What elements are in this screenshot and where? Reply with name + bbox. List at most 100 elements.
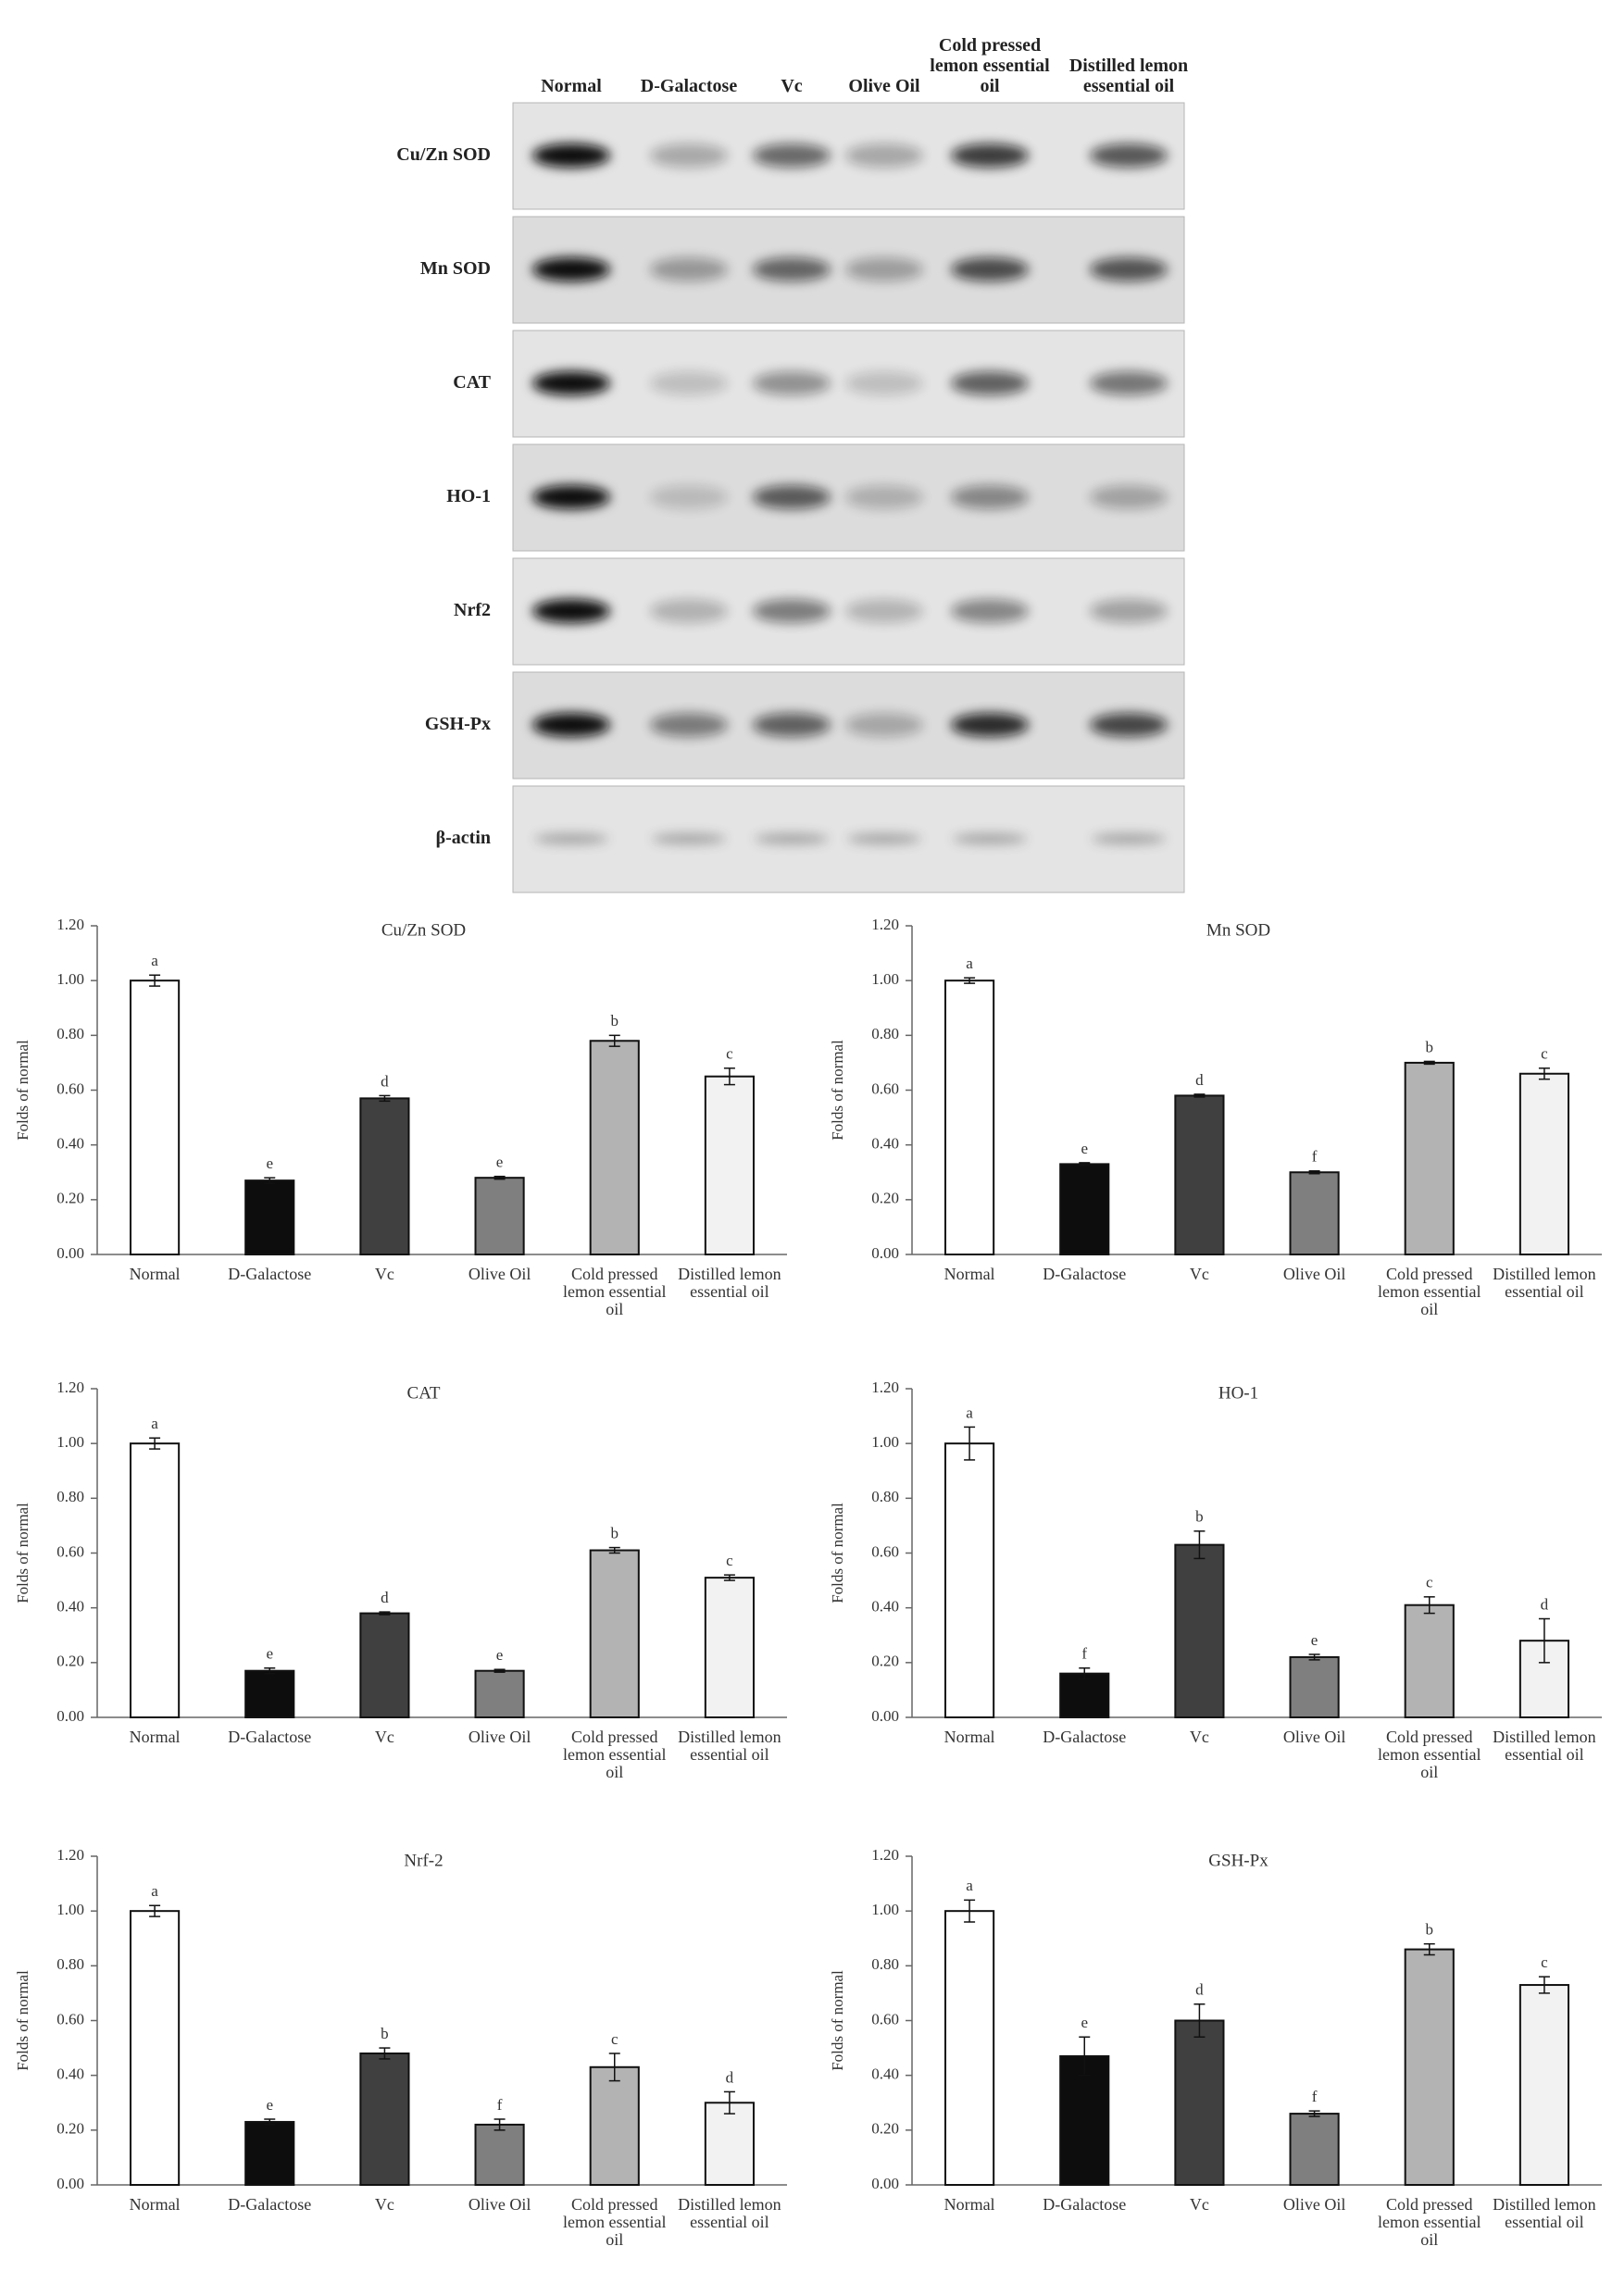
- lane-label: Distilled lemon essential oil: [1068, 56, 1189, 96]
- protein-label: Mn SOD: [419, 258, 491, 279]
- bar: [130, 1910, 181, 2187]
- bar: [1174, 2019, 1225, 2186]
- significance-letter: e: [1081, 2014, 1088, 2031]
- y-tick-label: 1.20: [56, 916, 84, 933]
- x-tick-label: Normal: [943, 1265, 995, 1283]
- bar: [1518, 1072, 1569, 1255]
- bar: [944, 1910, 995, 2187]
- bar-chart: Folds of normal Cu/Zn SOD 0.00 0.20 0.40 0.60…: [0, 907, 796, 1361]
- y-tick-label: 0.80: [56, 1955, 84, 1973]
- error-bar: [1193, 1093, 1206, 1098]
- error-bar: [1538, 1617, 1550, 1664]
- y-tick-label: 0.40: [871, 2065, 899, 2083]
- significance-letter: d: [381, 1072, 389, 1090]
- blot-band: [532, 485, 610, 509]
- chart-title: CAT: [407, 1383, 441, 1403]
- protein-label: GSH-Px: [424, 714, 491, 734]
- significance-letter: d: [1195, 1981, 1204, 1999]
- y-axis-label: Folds of normal: [14, 1040, 31, 1141]
- y-tick-label: 0.20: [56, 1190, 84, 1207]
- bar: [589, 1549, 640, 1718]
- x-tick-label: D-Galactose: [1043, 2195, 1127, 2214]
- bar: [589, 2065, 640, 2187]
- y-tick-label: 0.00: [871, 1707, 899, 1725]
- chart-svg: Folds of normal CAT 0.00 0.20 0.40 0.60 0.80 1.…: [14, 1379, 787, 1725]
- significance-letter: a: [966, 955, 973, 972]
- blot-band: [753, 713, 831, 737]
- x-tick-label: D-Galactose: [1043, 1265, 1127, 1283]
- chart-svg: Folds of normal HO-1 0.00 0.20 0.40 0.60 0.80 1…: [829, 1379, 1602, 1725]
- bar: [1404, 1603, 1455, 1718]
- blot-band: [532, 144, 610, 168]
- significance-letter: b: [1426, 1038, 1434, 1055]
- bar: [474, 1177, 525, 1255]
- chart-svg: Folds of normal Nrf-2 0.00 0.20 0.40 0.60 0.80…: [14, 1846, 787, 2192]
- y-tick-label: 1.20: [871, 1846, 899, 1864]
- significance-letter: a: [966, 1877, 973, 1894]
- protein-label: Cu/Zn SOD: [396, 144, 491, 165]
- bar: [359, 1097, 410, 1255]
- bar: [1059, 1672, 1110, 1718]
- bar: [359, 1612, 410, 1719]
- bar-chart: Folds of normal Nrf-2 0.00 0.20 0.40 0.60 0.80…: [0, 1838, 796, 2291]
- blot-band: [532, 371, 610, 395]
- blot-band: [1090, 257, 1168, 281]
- y-axis-label: Folds of normal: [829, 1970, 846, 2071]
- bar: [704, 1577, 755, 1718]
- blot-band: [650, 371, 728, 395]
- x-tick-label: Normal: [129, 1265, 181, 1283]
- y-tick-label: 1.00: [871, 1901, 899, 1918]
- significance-letter: f: [497, 2096, 503, 2114]
- significance-letter: d: [381, 1589, 389, 1606]
- error-bar: [1079, 2036, 1091, 2077]
- x-tick-label: Olive Oil: [1282, 1265, 1346, 1283]
- blot-band: [532, 257, 610, 281]
- significance-letter: e: [266, 1645, 273, 1663]
- blot-band: [845, 144, 923, 168]
- bar: [1174, 1543, 1225, 1718]
- blot-band: [755, 833, 829, 844]
- bar: [1289, 1655, 1340, 1718]
- error-bar: [149, 974, 161, 987]
- bar-chart: Folds of normal GSH-Px 0.00 0.20 0.40 0.60 0.8…: [815, 1838, 1611, 2291]
- error-bar: [964, 1426, 976, 1461]
- y-tick-label: 0.00: [56, 1707, 84, 1725]
- y-axis-label: Folds of normal: [14, 1503, 31, 1603]
- protein-label: β-actin: [435, 828, 491, 848]
- x-tick-label: Olive Oil: [468, 1728, 531, 1746]
- y-tick-label: 0.40: [56, 2065, 84, 2083]
- x-tick-label: Cold pressed lemon essential oil: [1377, 2195, 1481, 2249]
- y-tick-label: 0.40: [56, 1598, 84, 1616]
- bar: [1174, 1094, 1225, 1255]
- blot-band: [650, 713, 728, 737]
- significance-letter: b: [611, 1524, 619, 1541]
- bar: [1289, 2113, 1340, 2187]
- chart-title: Nrf-2: [404, 1851, 443, 1870]
- western-blot: Normal D-Galactose Vc Olive Oil Cold pressed…: [0, 0, 1612, 903]
- significance-letter: b: [611, 1012, 619, 1029]
- significance-letter: a: [151, 952, 158, 969]
- error-bar: [1308, 2110, 1320, 2117]
- y-tick-label: 1.00: [871, 1433, 899, 1451]
- lane-label: Cold pressed lemon essential oil: [930, 35, 1050, 96]
- significance-letter: e: [1081, 1140, 1088, 1157]
- bar: [244, 1179, 295, 1255]
- bar: [704, 2102, 755, 2186]
- y-tick-label: 0.80: [871, 1955, 899, 1973]
- y-tick-label: 0.60: [56, 2010, 84, 2028]
- y-tick-label: 0.60: [871, 1542, 899, 1560]
- error-bar: [1308, 1170, 1320, 1175]
- significance-letter: a: [151, 1415, 158, 1432]
- blot-band: [951, 599, 1029, 623]
- x-tick-label: Vc: [374, 1265, 394, 1283]
- blot-band: [951, 713, 1029, 737]
- bar: [474, 2123, 525, 2186]
- error-bar: [964, 1899, 976, 1923]
- y-tick-label: 0.20: [56, 1653, 84, 1670]
- blot-band: [534, 833, 608, 844]
- chart-title: Cu/Zn SOD: [381, 920, 466, 940]
- blot-band: [845, 713, 923, 737]
- bar: [1289, 1171, 1340, 1255]
- y-tick-label: 1.00: [871, 970, 899, 988]
- x-tick-label: Vc: [1189, 1265, 1209, 1283]
